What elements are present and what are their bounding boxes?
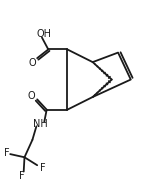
Text: F: F <box>40 163 46 173</box>
Text: NH: NH <box>33 119 48 129</box>
Text: F: F <box>4 148 10 158</box>
Text: OH: OH <box>37 29 52 39</box>
Text: F: F <box>19 171 24 181</box>
Text: O: O <box>28 91 35 101</box>
Text: O: O <box>29 58 36 68</box>
